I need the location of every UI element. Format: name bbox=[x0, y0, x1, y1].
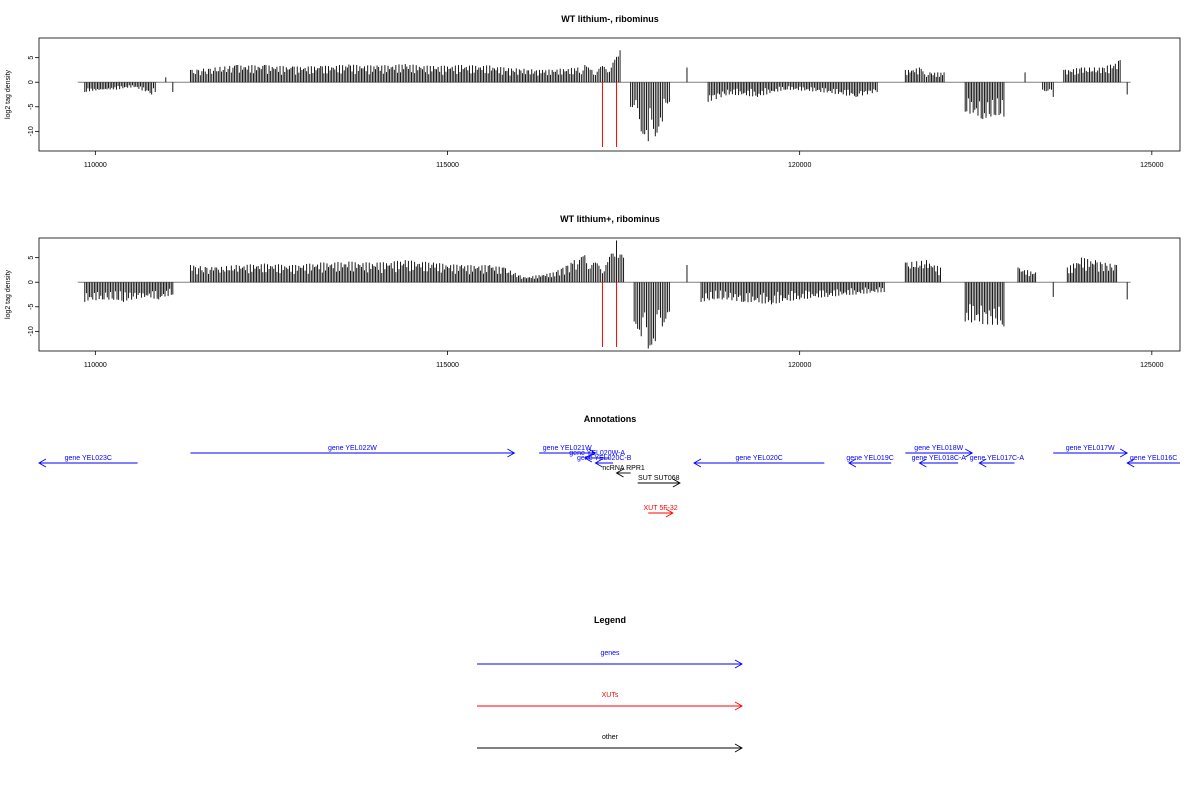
x-tick-label: 110000 bbox=[84, 162, 107, 169]
legend-arrowhead bbox=[734, 701, 743, 711]
y-axis-label: log2 tag density bbox=[5, 69, 12, 119]
y-tick-label: -5 bbox=[28, 104, 35, 110]
annotation-label: gene YEL020W-A bbox=[569, 450, 625, 457]
annotation-arrowhead bbox=[583, 453, 593, 463]
legend-arrowhead bbox=[734, 743, 743, 753]
annotation-label: gene YEL018C-A bbox=[912, 455, 967, 462]
panel-lithium-plus: WT lithium+, ribominus log2 tag density 5 0… bbox=[5, 214, 1181, 369]
annotation-label: SUT SUT068 bbox=[638, 475, 680, 482]
annotation-arrowhead bbox=[965, 448, 974, 458]
annotation-label: gene YEL020C-B bbox=[577, 455, 632, 462]
x-tick-label: 110000 bbox=[84, 362, 107, 369]
legend-arrowhead bbox=[734, 659, 743, 669]
legend-title: Legend bbox=[594, 615, 626, 625]
annotation-arrowhead bbox=[672, 478, 681, 488]
y-tick-label: 0 bbox=[28, 280, 35, 284]
y-axis-label: log2 tag density bbox=[5, 269, 12, 319]
panel-lithium-minus: WT lithium-, ribominus log2 tag density 5 0… bbox=[5, 14, 1181, 169]
x-tick-label: 115000 bbox=[436, 362, 459, 369]
annotation-label: gene YEL016C bbox=[1130, 455, 1177, 462]
x-tick-label: 120000 bbox=[788, 162, 811, 169]
annotation-arrowhead bbox=[615, 468, 624, 478]
y-tick-label: -5 bbox=[28, 304, 35, 310]
chart-title: WT lithium+, ribominus bbox=[560, 214, 660, 224]
legend-label: other bbox=[602, 734, 619, 741]
y-tick-label: 5 bbox=[28, 256, 35, 260]
y-tick-label: -10 bbox=[28, 126, 35, 136]
annotation-label: gene YEL017W bbox=[1066, 445, 1115, 452]
legend-label: XUTs bbox=[602, 692, 619, 699]
annotation-label: gene YEL018W bbox=[914, 445, 963, 452]
annotation-label: ncRNA RPR1 bbox=[602, 465, 645, 472]
y-tick-label: -10 bbox=[28, 326, 35, 336]
annotation-arrowhead bbox=[665, 508, 674, 518]
x-tick-label: 115000 bbox=[436, 162, 459, 169]
annotation-label: gene YEL023C bbox=[65, 455, 112, 462]
annotation-arrowhead bbox=[848, 458, 857, 468]
plot-frame bbox=[38, 237, 1181, 352]
annotation-arrowhead bbox=[1119, 448, 1129, 458]
annotation-label: gene YEL020C bbox=[735, 455, 782, 462]
annotation-arrowhead bbox=[594, 458, 603, 468]
annotation-arrowhead bbox=[918, 458, 927, 468]
legend-label: genes bbox=[600, 650, 620, 657]
plot-frame bbox=[38, 37, 1181, 152]
annotation-arrowhead bbox=[1126, 458, 1135, 468]
annotation-arrowhead bbox=[588, 448, 597, 458]
annotations-title: Annotations bbox=[584, 414, 637, 424]
annotation-arrowhead bbox=[978, 458, 987, 468]
x-tick-label: 125000 bbox=[1140, 162, 1163, 169]
annotation-label: gene YEL021W bbox=[543, 445, 592, 452]
legend-panel: Legend genes XUTs other bbox=[477, 615, 743, 753]
y-tick-label: 5 bbox=[28, 56, 35, 60]
x-tick-label: 125000 bbox=[1140, 362, 1163, 369]
x-tick-label: 120000 bbox=[788, 362, 811, 369]
annotations-panel: Annotations gene YEL023C gene YEL022W gene … bbox=[38, 414, 1180, 518]
annotation-label: XUT 5F-32 bbox=[644, 505, 678, 512]
annotation-label: gene YEL017C-A bbox=[970, 455, 1025, 462]
annotation-arrowhead bbox=[693, 458, 702, 468]
annotation-arrowhead bbox=[507, 448, 516, 458]
chart-title: WT lithium-, ribominus bbox=[561, 14, 659, 24]
annotation-arrowhead bbox=[38, 458, 47, 468]
y-tick-label: 0 bbox=[28, 80, 35, 84]
annotation-label: gene YEL022W bbox=[328, 445, 377, 452]
annotation-label: gene YEL019C bbox=[846, 455, 893, 462]
